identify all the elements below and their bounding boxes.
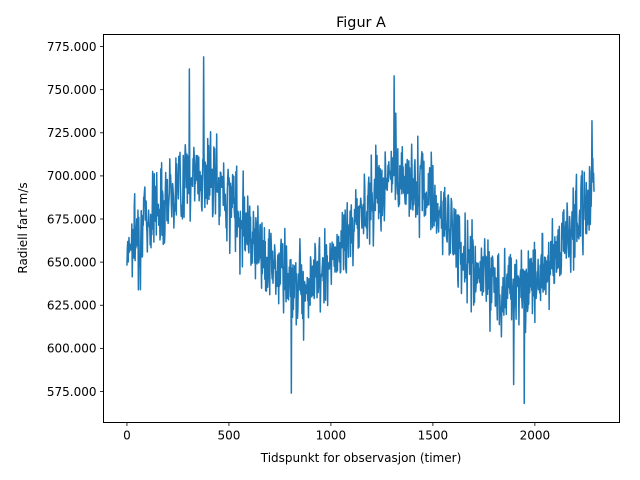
y-tick-label: 675.000 (47, 212, 97, 226)
chart-title: Figur A (336, 15, 386, 31)
x-tick-label: 500 (217, 429, 240, 443)
y-axis: 575.000 600.000 625.000 650.000 675.000 700.0… (47, 40, 104, 399)
plot-area (126, 56, 595, 405)
x-axis-label: Tidspunkt for observasjon (timer) (260, 451, 462, 465)
y-tick-label: 625.000 (47, 299, 97, 313)
y-tick-label: 700.000 (47, 169, 97, 183)
x-tick-label: 1000 (316, 429, 347, 443)
x-tick-label: 1500 (418, 429, 449, 443)
y-tick-label: 725.000 (47, 126, 97, 140)
x-tick-label: 0 (123, 429, 131, 443)
y-tick-label: 575.000 (47, 385, 97, 399)
x-tick-label: 2000 (520, 429, 551, 443)
series-line (126, 56, 595, 405)
y-axis-label: Radiell fart m/s (16, 182, 30, 273)
x-axis: 0 500 1000 1500 2000 (123, 422, 551, 443)
y-tick-label: 775.000 (47, 40, 97, 54)
y-tick-label: 600.000 (47, 342, 97, 356)
y-tick-label: 750.000 (47, 83, 97, 97)
y-tick-label: 650.000 (47, 255, 97, 269)
axes-frame (103, 34, 620, 423)
